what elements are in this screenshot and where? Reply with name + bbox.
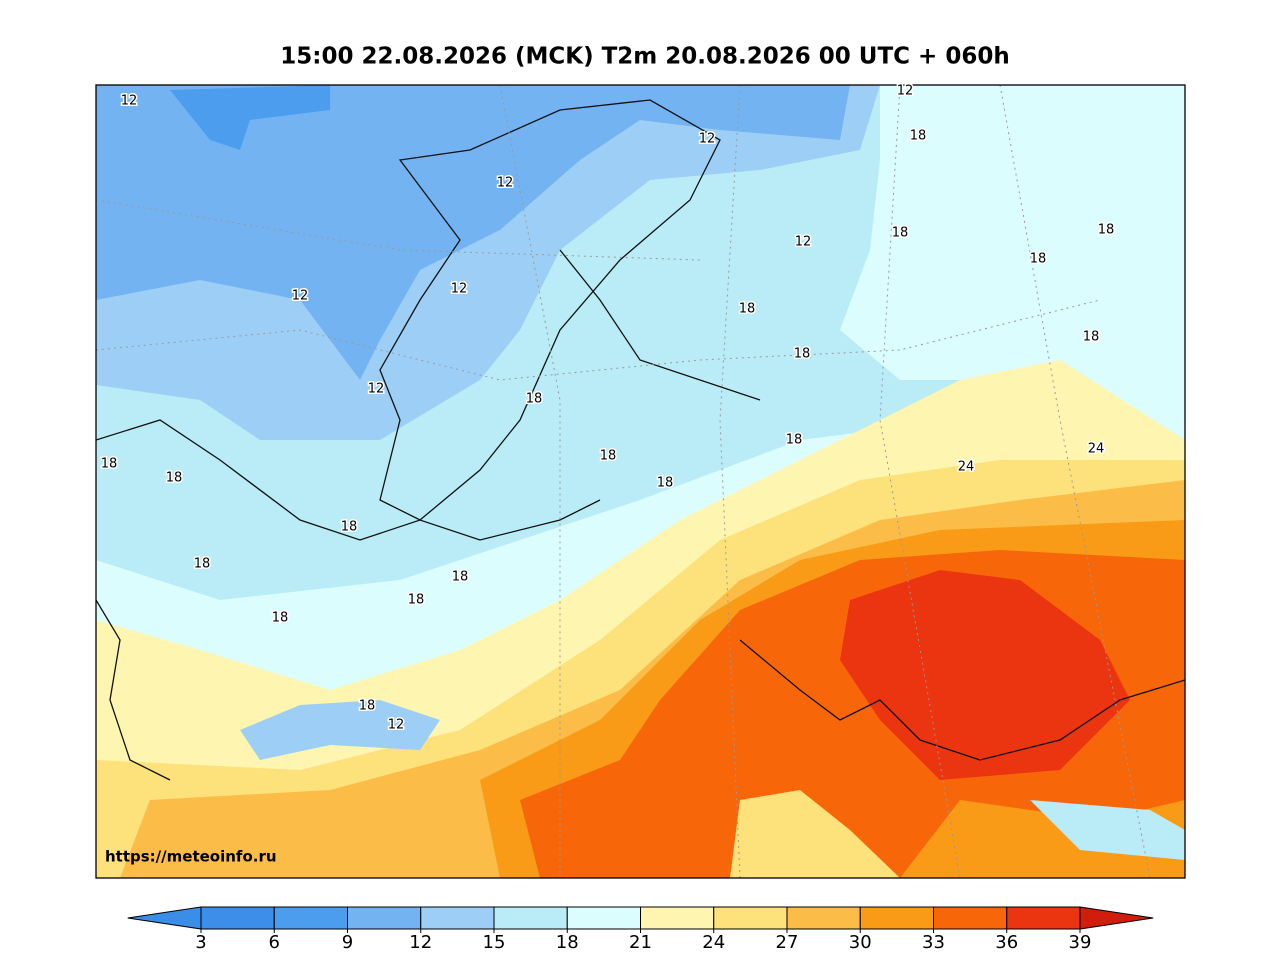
contour-label: 12 — [292, 289, 309, 304]
field-mountains — [1030, 800, 1185, 860]
contour-label: 18 — [166, 471, 183, 486]
contour-label: 18 — [892, 226, 909, 241]
contour-label: 18 — [101, 457, 118, 472]
colorbar-bin — [273, 906, 348, 930]
coastline — [96, 249, 1185, 781]
field-24-27-turkey — [730, 790, 900, 878]
colorbar-bin — [859, 906, 934, 930]
contour-label: 18 — [1030, 252, 1047, 267]
colorbar-bin — [420, 906, 495, 930]
colorbar-tick-label: 24 — [702, 932, 725, 953]
contour-label: 18 — [452, 570, 469, 585]
contour-label: 18 — [794, 347, 811, 362]
contour-label: 24 — [1088, 442, 1105, 457]
colorbar-tick-label: 30 — [849, 932, 872, 953]
contour-label: 18 — [910, 129, 927, 144]
contour-label: 12 — [451, 282, 468, 297]
contour-label: 18 — [341, 520, 358, 535]
colorbar-bin — [493, 906, 568, 930]
colorbar-tick-label: 9 — [342, 932, 353, 953]
title: 15:00 22.08.2026 (MCK) T2m 20.08.2026 00… — [280, 44, 1009, 70]
field-36-39 — [840, 570, 1130, 780]
colorbar-bin — [713, 906, 788, 930]
contour-label: 18 — [408, 593, 425, 608]
colorbar: 3 6 9 12 15 18 21 24 27 30 33 36 39 — [127, 906, 1154, 953]
contour-label: 18 — [359, 699, 376, 714]
contour-label: 18 — [1083, 330, 1100, 345]
colorbar-bin — [640, 906, 715, 930]
contour-label: 12 — [368, 382, 385, 397]
coastline — [379, 99, 721, 521]
map: https://meteoinfo.ru — [95, 84, 1186, 879]
colorbar-bin — [566, 906, 641, 930]
contour-label: 18 — [786, 433, 803, 448]
contour-label: 18 — [1098, 223, 1115, 238]
colorbar-tick-label: 27 — [776, 932, 799, 953]
colorbar-tick-label: 18 — [556, 932, 579, 953]
colorbar-bin — [933, 906, 1008, 930]
colorbar-tick-label: 39 — [1069, 932, 1092, 953]
contour-label: 18 — [600, 449, 617, 464]
watermark: https://meteoinfo.ru — [105, 848, 277, 866]
contour-label: 12 — [497, 176, 514, 191]
colorbar-tick-label: 33 — [922, 932, 945, 953]
field-9-12 — [96, 85, 850, 380]
graticule — [96, 85, 1151, 878]
contour-label: 12 — [795, 235, 812, 250]
field-alps — [240, 700, 440, 760]
map-frame — [95, 84, 1186, 879]
contour-label: 18 — [657, 476, 674, 491]
contour-label: 12 — [121, 94, 138, 109]
colorbar-bin — [347, 906, 422, 930]
colorbar-tick-label: 21 — [629, 932, 652, 953]
colorbar-extend-high — [1079, 906, 1154, 930]
contour-label: 18 — [526, 392, 543, 407]
colorbar-bin — [1006, 906, 1081, 930]
contour-label: 18 — [272, 611, 289, 626]
colorbar-bin — [200, 906, 275, 930]
field-18-21-east — [840, 85, 1185, 440]
contour-label: 18 — [739, 302, 756, 317]
colorbar-tick-label: 6 — [269, 932, 280, 953]
colorbar-tick-label: 36 — [995, 932, 1018, 953]
contour-label: 12 — [699, 132, 716, 147]
contour-label: 18 — [194, 557, 211, 572]
colorbar-tick-label: 12 — [409, 932, 432, 953]
colorbar-tick-label: 15 — [483, 932, 506, 953]
contour-label: 24 — [958, 460, 975, 475]
contour-label: 12 — [388, 718, 405, 733]
colorbar-extend-low — [127, 906, 202, 930]
field-6-9 — [170, 85, 330, 150]
colorbar-tick-label: 3 — [195, 932, 206, 953]
colorbar-bin — [786, 906, 861, 930]
contour-label: 12 — [897, 84, 914, 99]
